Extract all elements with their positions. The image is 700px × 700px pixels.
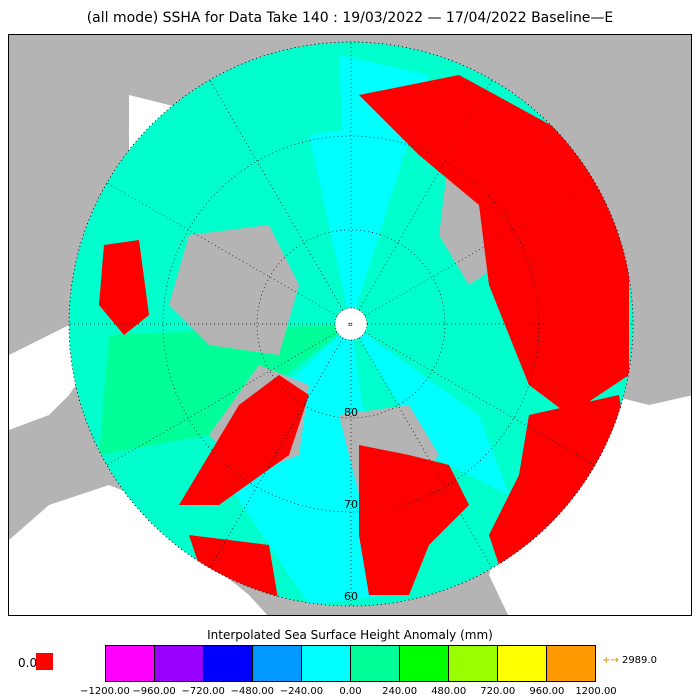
cyan-sector-4 bbox=[351, 324, 509, 495]
color-scale-tick-label: 960.00 bbox=[529, 686, 565, 697]
red-region-east bbox=[359, 75, 629, 415]
polar-map: ⌗ 80 70 60 bbox=[8, 34, 692, 616]
lat-circle-80 bbox=[256, 229, 446, 419]
meridian-line bbox=[358, 337, 493, 569]
color-scale-tick-label: 480.00 bbox=[431, 686, 467, 697]
ocean-region-right bbox=[489, 365, 691, 615]
cyan-sector-2 bbox=[309, 125, 379, 324]
color-scale-tick-label: 1200.00 bbox=[575, 686, 617, 697]
pole-hole-outline bbox=[334, 307, 368, 341]
max-value-label: 2989.0 bbox=[621, 655, 657, 666]
ocean-region-bottom-left bbox=[9, 485, 268, 615]
lat-circle-60 bbox=[68, 41, 634, 607]
polar-map-svg: ⌗ 80 70 60 bbox=[9, 41, 691, 615]
max-value-indicator: +→ 2989.0 bbox=[602, 655, 657, 666]
red-region-baffin bbox=[179, 375, 309, 505]
meridian-line bbox=[106, 182, 338, 317]
page-title: (all mode) SSHA for Data Take 140 : 19/0… bbox=[86, 10, 614, 26]
color-scale-cell bbox=[449, 646, 498, 681]
color-scale-tick-label: −1200.00 bbox=[80, 686, 130, 697]
color-scale-cell bbox=[253, 646, 302, 681]
zero-value-swatch bbox=[36, 653, 53, 670]
legend-title: Interpolated Sea Surface Height Anomaly … bbox=[207, 628, 493, 642]
meridian-line bbox=[364, 182, 596, 317]
color-scale-cell bbox=[498, 646, 547, 681]
color-scale-cell bbox=[204, 646, 253, 681]
zero-value-label: 0.0 bbox=[18, 656, 38, 670]
pole-hole bbox=[335, 308, 367, 340]
red-region-southeast bbox=[489, 395, 629, 595]
lat-label-60: 60 bbox=[344, 590, 358, 603]
color-scale-tick-label: −240.00 bbox=[279, 686, 324, 697]
land-archipelago bbox=[169, 225, 299, 355]
color-scale-ticks: −1200.00 −960.00 −720.00 −480.00 −240.00 0.00… bbox=[80, 686, 617, 700]
meridian-line bbox=[358, 79, 493, 311]
cyan-sector-3 bbox=[209, 324, 389, 605]
color-scale-tick-label: 720.00 bbox=[480, 686, 516, 697]
color-scale-tick-label: 240.00 bbox=[382, 686, 418, 697]
green-sector bbox=[99, 324, 351, 455]
color-scale-cell bbox=[351, 646, 400, 681]
color-scale-tick-label: 0.00 bbox=[339, 686, 362, 697]
max-arrow-icon: +→ bbox=[602, 655, 619, 666]
red-region-greenland-sea bbox=[359, 445, 469, 595]
coverage-disk bbox=[69, 42, 633, 606]
color-scale-cell bbox=[106, 646, 155, 681]
meridian-line bbox=[106, 331, 338, 466]
red-region-west bbox=[99, 240, 149, 335]
meridian-line bbox=[209, 337, 344, 569]
color-scale-cell bbox=[155, 646, 204, 681]
meridian-lines bbox=[69, 42, 633, 606]
color-scale-tick-label: −960.00 bbox=[132, 686, 176, 697]
color-scale-bar bbox=[105, 645, 596, 682]
color-scale-cell bbox=[302, 646, 351, 681]
color-scale-tick-label: −480.00 bbox=[230, 686, 274, 697]
lat-label-70: 70 bbox=[344, 498, 358, 511]
meridian-line bbox=[364, 331, 596, 466]
meridian-line bbox=[209, 79, 344, 311]
color-scale-cell bbox=[400, 646, 449, 681]
lat-label-80: 80 bbox=[344, 406, 358, 419]
pole-marker-icon: ⌗ bbox=[348, 320, 353, 329]
color-scale-tick-label: −720.00 bbox=[181, 686, 225, 697]
color-scale-cell bbox=[547, 646, 595, 681]
